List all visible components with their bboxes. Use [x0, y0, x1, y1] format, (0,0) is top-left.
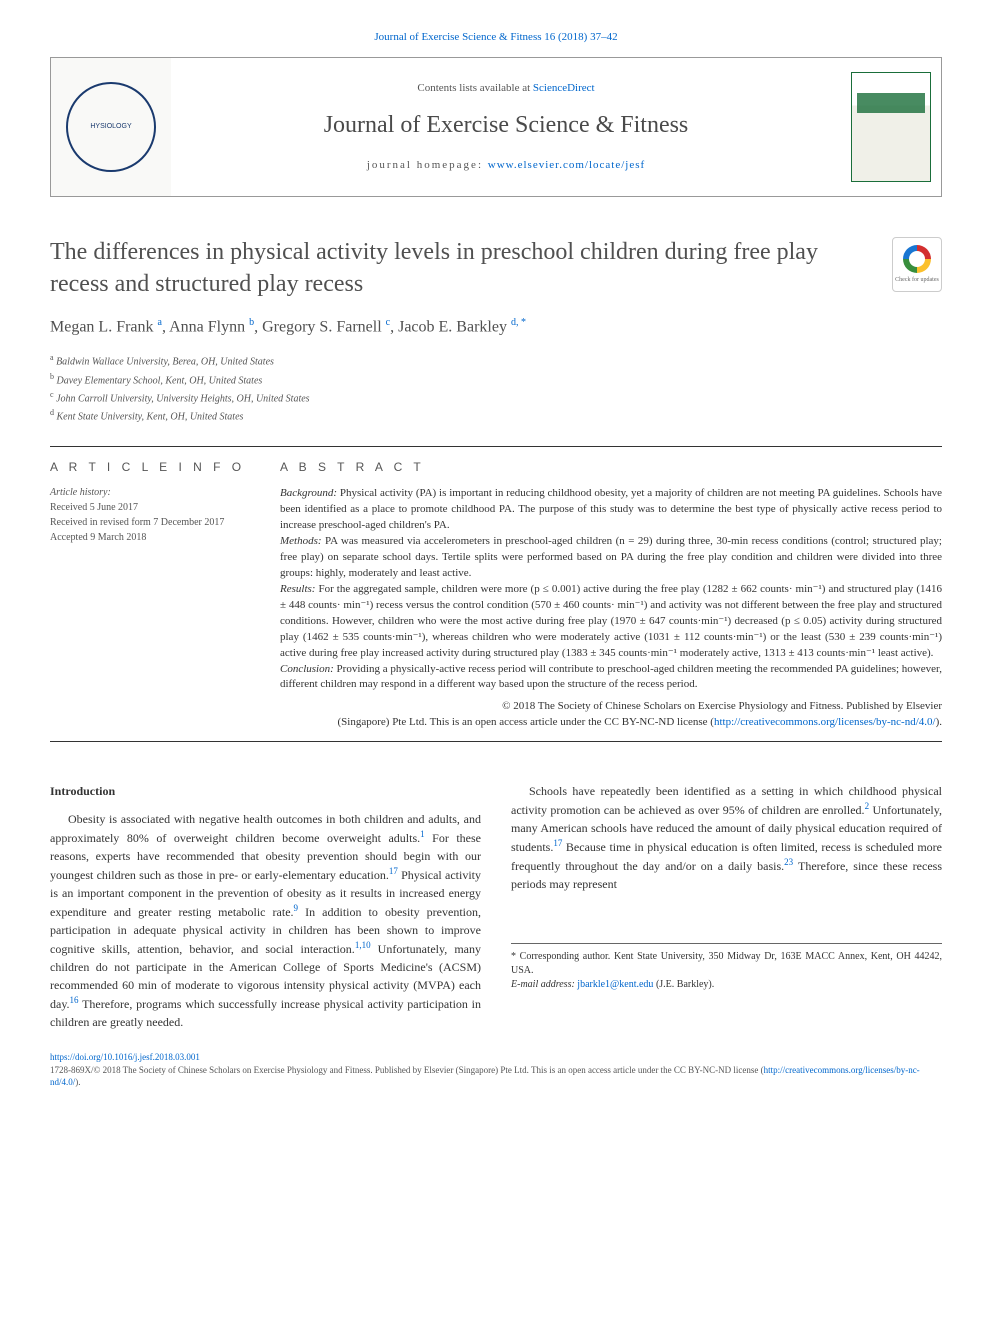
author-list: Megan L. Frank a, Anna Flynn b, Gregory … [50, 316, 942, 339]
abstract-copyright: © 2018 The Society of Chinese Scholars o… [280, 699, 942, 731]
methods-label: Methods: [280, 535, 322, 547]
bottom-close: ). [75, 1077, 80, 1087]
results-label: Results: [280, 583, 315, 595]
divider-line [50, 446, 942, 447]
results-text: For the aggregated sample, children were… [280, 583, 942, 659]
ref-17b[interactable]: 17 [553, 838, 562, 848]
ref-1-10[interactable]: 1,10 [355, 940, 371, 950]
abstract-heading: A B S T R A C T [280, 459, 942, 476]
copyright-line-1: © 2018 The Society of Chinese Scholars o… [502, 700, 942, 712]
revised-date: Received in revised form 7 December 2017 [50, 515, 250, 530]
corr-email-link[interactable]: jbarkle1@kent.edu [577, 979, 653, 990]
contents-available-line: Contents lists available at ScienceDirec… [417, 81, 594, 96]
background-label: Background: [280, 487, 337, 499]
conclusion-label: Conclusion: [280, 663, 334, 675]
conclusion-text: Providing a physically-active recess per… [280, 663, 942, 691]
doi-link[interactable]: https://doi.org/10.1016/j.jesf.2018.03.0… [50, 1052, 200, 1062]
cc-license-link[interactable]: http://creativecommons.org/licenses/by-n… [714, 716, 936, 728]
affiliations-block: a Baldwin Wallace University, Berea, OH,… [50, 352, 942, 425]
intro-paragraph-1: Obesity is associated with negative heal… [50, 810, 481, 1031]
copyright-close: ). [936, 716, 942, 728]
check-updates-label: Check for updates [895, 276, 939, 284]
abstract-results: Results: For the aggregated sample, chil… [280, 582, 942, 662]
p1-f: Therefore, programs which successfully i… [50, 997, 481, 1029]
contents-prefix: Contents lists available at [417, 82, 532, 94]
methods-text: PA was measured via accelerometers in pr… [280, 535, 942, 579]
header-center: Contents lists available at ScienceDirec… [171, 58, 841, 196]
copyright-line-2: (Singapore) Pte Ltd. This is an open acc… [338, 716, 714, 728]
journal-cover-thumbnail [841, 58, 941, 196]
body-two-column: Introduction Obesity is associated with … [50, 782, 942, 1031]
issn-copyright-line: 1728-869X/© 2018 The Society of Chinese … [50, 1064, 942, 1089]
abstract-column: A B S T R A C T Background: Physical act… [280, 459, 942, 731]
cover-thumb-image [851, 72, 931, 182]
journal-name: Journal of Exercise Science & Fitness [324, 109, 689, 143]
article-title: The differences in physical activity lev… [50, 237, 892, 299]
background-text: Physical activity (PA) is important in r… [280, 487, 942, 531]
corr-author-text: * Corresponding author. Kent State Unive… [511, 950, 942, 978]
journal-header: HYSIOLOGY Contents lists available at Sc… [50, 57, 942, 197]
article-info-heading: A R T I C L E I N F O [50, 459, 250, 476]
received-date: Received 5 June 2017 [50, 500, 250, 515]
journal-homepage-link[interactable]: www.elsevier.com/locate/jesf [488, 159, 645, 171]
introduction-heading: Introduction [50, 782, 481, 800]
society-logo: HYSIOLOGY [51, 58, 171, 196]
abstract-conclusion: Conclusion: Providing a physically-activ… [280, 662, 942, 694]
intro-paragraph-2: Schools have repeatedly been identified … [511, 782, 942, 893]
running-head-citation: Journal of Exercise Science & Fitness 16… [50, 30, 942, 45]
email-suffix: (J.E. Barkley). [653, 979, 714, 990]
corresponding-author-footnote: * Corresponding author. Kent State Unive… [511, 943, 942, 992]
history-label: Article history: [50, 486, 250, 500]
ref-23[interactable]: 23 [784, 857, 793, 867]
sciencedirect-link[interactable]: ScienceDirect [533, 82, 595, 94]
p1-a: Obesity is associated with negative heal… [50, 812, 481, 845]
abstract-methods: Methods: PA was measured via acceleromet… [280, 534, 942, 582]
homepage-prefix: journal homepage: [367, 159, 488, 171]
bottom-meta-block: https://doi.org/10.1016/j.jesf.2018.03.0… [50, 1051, 942, 1089]
ref-16[interactable]: 16 [70, 995, 79, 1005]
accepted-date: Accepted 9 March 2018 [50, 530, 250, 545]
email-line: E-mail address: jbarkle1@kent.edu (J.E. … [511, 978, 942, 992]
issn-text: 1728-869X/© 2018 The Society of Chinese … [50, 1065, 764, 1075]
divider-thick [50, 741, 942, 742]
email-label: E-mail address: [511, 979, 577, 990]
homepage-line: journal homepage: www.elsevier.com/locat… [367, 158, 645, 173]
crossmark-icon [903, 245, 931, 273]
abstract-background: Background: Physical activity (PA) is im… [280, 486, 942, 534]
logo-text: HYSIOLOGY [90, 122, 131, 132]
article-info-column: A R T I C L E I N F O Article history: R… [50, 459, 250, 731]
ref-17[interactable]: 17 [389, 866, 398, 876]
check-for-updates-badge[interactable]: Check for updates [892, 237, 942, 292]
